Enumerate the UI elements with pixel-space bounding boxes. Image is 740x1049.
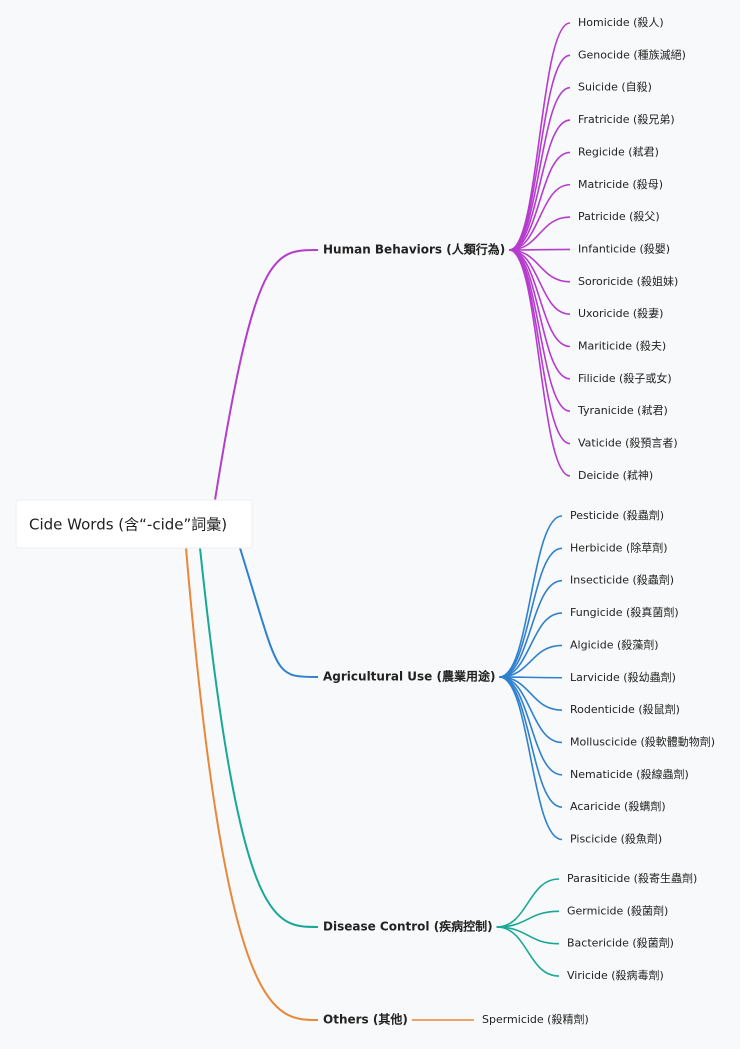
child-link: [509, 216, 571, 251]
child-label: Pesticide (殺蟲劑): [570, 508, 664, 522]
child-label: Acaricide (殺螨劑): [570, 799, 666, 813]
root-label: Cide Words (含“-cide”詞彙): [29, 516, 227, 534]
child-label: Rodenticide (殺鼠劑): [570, 702, 680, 716]
child-link: [509, 249, 571, 412]
root-link: [214, 249, 319, 501]
child-label: Regicide (弒君): [578, 145, 659, 158]
child-link: [509, 249, 571, 283]
child-label: Genocide (種族滅絕): [578, 47, 686, 61]
child-link: [499, 515, 563, 678]
child-label: Herbicide (除草劑): [570, 540, 668, 554]
root-box: [15, 499, 253, 549]
child-label: Patricide (殺父): [578, 209, 660, 223]
child-label: Filicide (殺子或女): [578, 371, 672, 385]
child-link: [499, 644, 563, 678]
child-label: Mariticide (殺夫): [578, 339, 666, 353]
child-link: [509, 183, 571, 251]
child-label: Suicide (自殺): [578, 80, 652, 94]
child-label: Nematicide (殺線蟲劑): [570, 767, 689, 781]
child-label: Matricide (殺母): [578, 177, 663, 191]
branch-label: Disease Control (疾病控制): [323, 919, 493, 934]
child-label: Tyranicide (弒君): [577, 404, 668, 417]
child-label: Deicide (弒神): [578, 468, 653, 482]
child-link: [496, 926, 560, 977]
child-link: [499, 676, 563, 711]
child-label: Vaticide (殺預言者): [578, 436, 678, 450]
child-label: Insecticide (殺蟲劑): [570, 573, 674, 587]
child-link: [509, 54, 571, 251]
branch-label: Agricultural Use (農業用途): [323, 669, 495, 684]
child-link: [509, 249, 571, 315]
root-link: [239, 547, 319, 678]
child-label: Homicide (殺人): [578, 15, 664, 29]
child-link: [509, 86, 571, 251]
child-label: Fratricide (殺兄弟): [578, 112, 675, 126]
child-link: [499, 676, 563, 808]
child-link: [496, 878, 560, 928]
child-link: [509, 248, 571, 251]
child-label: Fungicide (殺真菌劑): [570, 605, 679, 619]
branch-label: Human Behaviors (人類行為): [323, 242, 505, 257]
child-label: Bactericide (殺菌劑): [567, 936, 674, 950]
child-link: [496, 910, 560, 928]
child-label: Algicide (殺藻劑): [570, 637, 659, 651]
child-link: [499, 676, 563, 841]
child-label: Infanticide (殺嬰): [578, 241, 670, 255]
child-link: [499, 547, 563, 678]
child-link: [499, 612, 563, 678]
child-link: [499, 579, 563, 678]
child-label: Larvicide (殺幼蟲劑): [570, 670, 676, 684]
child-label: Viricide (殺病毒劑): [567, 968, 664, 982]
child-link: [509, 249, 571, 445]
branch-label: Others (其他): [323, 1012, 408, 1027]
child-label: Piscicide (殺魚劑): [570, 832, 662, 846]
root-link: [185, 547, 319, 1021]
child-label: Parasiticide (殺寄生蟲劑): [567, 871, 697, 885]
child-link: [508, 249, 571, 477]
child-label: Molluscicide (殺軟體動物劑): [570, 734, 715, 748]
child-label: Sororicide (殺姐妹): [578, 274, 678, 288]
child-link: [509, 151, 571, 251]
child-label: Uxoricide (殺妻): [578, 306, 663, 320]
root-link: [199, 547, 319, 928]
child-label: Germicide (殺菌劑): [567, 903, 668, 917]
child-link: [509, 119, 571, 251]
child-label: Spermicide (殺精劑): [482, 1012, 589, 1026]
